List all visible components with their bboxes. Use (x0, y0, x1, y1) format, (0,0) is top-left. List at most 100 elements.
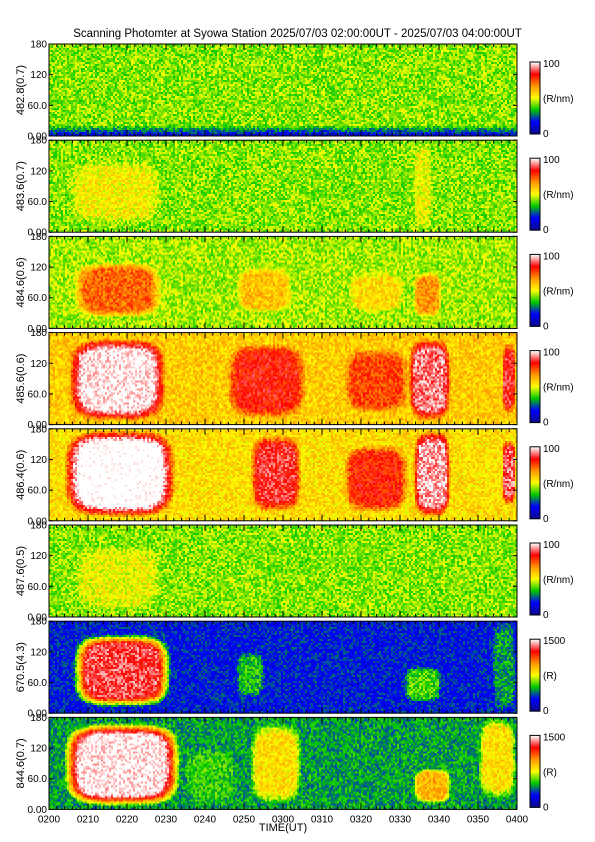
colorbar-frame (529, 446, 541, 520)
colorbar-min-label: 0 (543, 129, 549, 140)
panel-heatmap (49, 525, 517, 617)
colorbar-frame (529, 734, 541, 808)
y-tick-label: 180 (30, 424, 47, 435)
colorbar-min-label: 0 (543, 610, 549, 621)
y-tick-label: 60.0 (28, 774, 48, 785)
colorbar-frame (529, 61, 541, 135)
panel-5: 0.00 60.0 120 180 486.4(0.6) 100 0 (R/nm) (15, 424, 574, 527)
y-tick-label: 60.0 (28, 582, 48, 593)
colorbar-unit-label: (R) (543, 671, 557, 682)
x-tick-label: 0350 (467, 814, 490, 825)
colorbar-unit-label: (R/nm) (543, 286, 574, 297)
colorbar-frame (529, 253, 541, 327)
y-tick-label: 120 (30, 166, 47, 177)
panel-ylabel: 482.8(0.7) (15, 65, 27, 115)
colorbar-min-label: 0 (543, 514, 549, 525)
colorbar-min-label: 0 (543, 802, 549, 813)
colorbar (530, 350, 540, 423)
y-tick-label: 0.00 (28, 805, 48, 816)
colorbar-unit-label: (R) (543, 767, 557, 778)
x-tick-label: 0310 (311, 814, 334, 825)
colorbar (530, 446, 540, 519)
panel-heatmap (49, 140, 517, 233)
y-tick-label: 180 (30, 521, 47, 532)
x-tick-label: 0400 (506, 814, 529, 825)
panel-ylabel: 484.6(0.6) (15, 257, 27, 307)
y-tick-label: 0.00 (28, 709, 48, 720)
colorbar-min-label: 0 (543, 225, 549, 236)
colorbar-max-label: 100 (543, 59, 560, 70)
colorbar-max-label: 100 (543, 348, 560, 359)
x-tick-label: 0210 (77, 814, 100, 825)
y-tick-label: 180 (30, 136, 47, 147)
panel-8: 0.00 60.0 120 180 844.6(0.7) 1500 0 (R) (15, 713, 566, 816)
y-tick-label: 180 (30, 328, 47, 339)
panel-ylabel: 670.5(4.3) (15, 642, 27, 692)
y-tick-label: 120 (30, 263, 47, 274)
y-tick-label: 0.00 (28, 132, 48, 143)
y-tick-label: 0.00 (28, 228, 48, 239)
x-tick-label: 0340 (428, 814, 451, 825)
panels-layer: 0.00 60.0 120 180 482.8(0.7) 100 0 (R/nm) 0.00 60… (15, 40, 574, 816)
panel-2: 0.00 60.0 120 180 483.6(0.7) 100 0 (R/nm) (15, 136, 574, 239)
colorbar-unit-label: (R/nm) (543, 575, 574, 586)
panel-1: 0.00 60.0 120 180 482.8(0.7) 100 0 (R/nm) (15, 40, 574, 143)
x-axis-label: TIME(UT) (259, 822, 307, 834)
panel-3: 0.00 60.0 120 180 484.6(0.6) 100 0 (R/nm) (15, 232, 574, 335)
colorbar-min-label: 0 (543, 418, 549, 429)
y-tick-label: 120 (30, 647, 47, 658)
colorbar-unit-label: (R/nm) (543, 383, 574, 394)
panel-ylabel: 483.6(0.7) (15, 161, 27, 211)
y-tick-label: 180 (30, 40, 47, 51)
colorbar (530, 639, 540, 712)
colorbar-max-label: 100 (543, 251, 560, 262)
panel-heatmap (49, 717, 517, 810)
colorbar-unit-label: (R/nm) (543, 479, 574, 490)
colorbar (530, 543, 540, 615)
y-tick-label: 120 (30, 551, 47, 562)
y-tick-label: 180 (30, 713, 47, 724)
y-tick-label: 0.00 (28, 516, 48, 527)
panel-heatmap (49, 236, 517, 329)
panel-6: 0.00 60.0 120 180 487.6(0.5) 100 0 (R/nm) (15, 521, 574, 624)
chart-title: Scanning Photomter at Syowa Station 2025… (73, 28, 522, 40)
colorbar-frame (529, 157, 541, 231)
panel-ylabel: 485.6(0.6) (15, 354, 27, 404)
colorbar-unit-label: (R/nm) (543, 94, 574, 105)
colorbar-max-label: 100 (543, 540, 560, 551)
y-tick-label: 0.00 (28, 420, 48, 431)
panel-ylabel: 487.6(0.5) (15, 546, 27, 596)
y-tick-label: 120 (30, 359, 47, 370)
panel-7: 0.00 60.0 120 180 670.5(4.3) 1500 0 (R) (15, 617, 566, 720)
colorbar-max-label: 1500 (543, 636, 566, 647)
panel-heatmap (49, 621, 517, 714)
x-tick-label: 0330 (389, 814, 412, 825)
y-tick-label: 120 (30, 744, 47, 755)
panel-4: 0.00 60.0 120 180 485.6(0.6) 100 0 (R/nm) (15, 328, 574, 431)
x-tick-label: 0200 (38, 814, 61, 825)
y-tick-label: 60.0 (28, 389, 48, 400)
colorbar-frame (529, 350, 541, 424)
y-tick-label: 0.00 (28, 324, 48, 335)
x-tick-label: 0300 (272, 814, 295, 825)
colorbar-max-label: 100 (543, 155, 560, 166)
panel-heatmap (49, 44, 517, 136)
x-tick-label: 0220 (116, 814, 139, 825)
y-tick-label: 60.0 (28, 678, 48, 689)
panel-ylabel: 486.4(0.6) (15, 450, 27, 500)
y-tick-label: 0.00 (28, 613, 48, 624)
colorbar (530, 254, 540, 327)
colorbar-min-label: 0 (543, 321, 549, 332)
x-tick-label: 0250 (233, 814, 256, 825)
colorbar (530, 735, 540, 808)
y-tick-label: 60.0 (28, 293, 48, 304)
y-tick-label: 60.0 (28, 197, 48, 208)
y-tick-label: 60.0 (28, 101, 48, 112)
y-tick-label: 180 (30, 617, 47, 628)
x-tick-label: 0240 (194, 814, 217, 825)
x-tick-label: 0230 (155, 814, 178, 825)
y-tick-label: 120 (30, 455, 47, 466)
y-tick-label: 120 (30, 70, 47, 81)
panel-heatmap (49, 332, 517, 425)
